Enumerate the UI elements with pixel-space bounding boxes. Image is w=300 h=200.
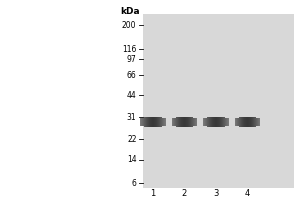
Text: 4: 4: [245, 189, 250, 198]
Text: 66: 66: [127, 71, 136, 79]
Text: 2: 2: [182, 189, 187, 198]
Text: 3: 3: [213, 189, 219, 198]
Text: 97: 97: [127, 54, 136, 64]
Text: kDa: kDa: [120, 7, 140, 16]
Text: 22: 22: [127, 134, 136, 144]
Text: 1: 1: [150, 189, 156, 198]
Text: 31: 31: [127, 112, 136, 121]
Text: 200: 200: [122, 21, 136, 29]
Bar: [142, 14, 294, 188]
Text: 44: 44: [127, 90, 136, 99]
Text: 14: 14: [127, 156, 136, 164]
Text: 116: 116: [122, 45, 136, 53]
Text: 6: 6: [132, 178, 136, 188]
